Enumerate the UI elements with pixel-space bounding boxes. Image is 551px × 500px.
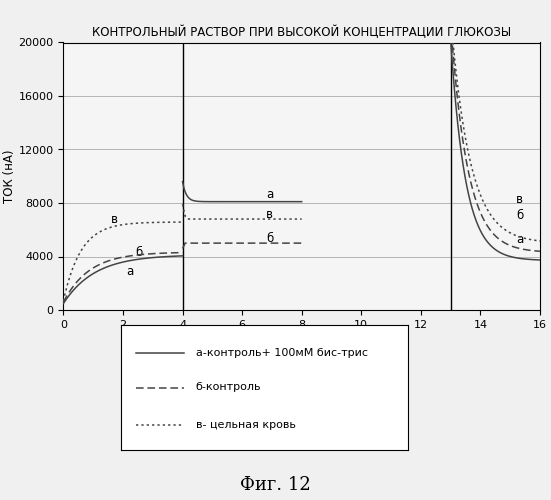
Text: б: б bbox=[516, 209, 523, 222]
Text: Фиг. 12: Фиг. 12 bbox=[240, 476, 311, 494]
Text: а: а bbox=[266, 188, 273, 200]
Text: а: а bbox=[516, 233, 523, 246]
Title: КОНТРОЛЬНЫЙ РАСТВОР ПРИ ВЫСОКОЙ КОНЦЕНТРАЦИИ ГЛЮКОЗЫ: КОНТРОЛЬНЫЙ РАСТВОР ПРИ ВЫСОКОЙ КОНЦЕНТР… bbox=[92, 25, 511, 38]
Text: б: б bbox=[266, 232, 273, 245]
Text: в: в bbox=[266, 208, 273, 220]
Text: в: в bbox=[516, 193, 523, 206]
Text: а-контроль+ 100мМ бис-трис: а-контроль+ 100мМ бис-трис bbox=[196, 348, 368, 358]
Text: в: в bbox=[111, 213, 118, 226]
Text: б: б bbox=[135, 246, 142, 260]
X-axis label: ВРЕМЯ (сек): ВРЕМЯ (сек) bbox=[264, 332, 339, 345]
Text: а: а bbox=[126, 265, 133, 278]
Y-axis label: ТОК (нА): ТОК (нА) bbox=[3, 150, 16, 203]
Text: в- цельная кровь: в- цельная кровь bbox=[196, 420, 295, 430]
Text: б-контроль: б-контроль bbox=[196, 382, 261, 392]
